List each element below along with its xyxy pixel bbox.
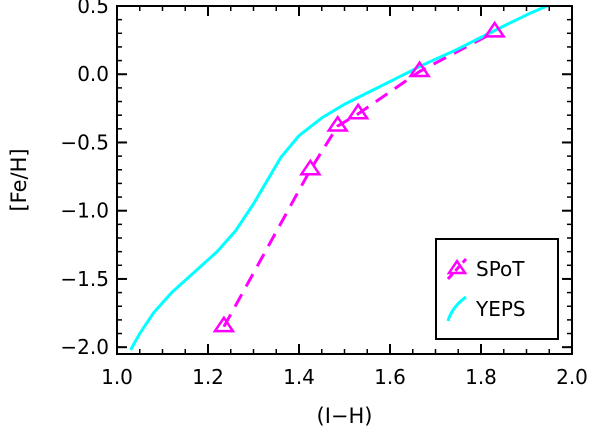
ticks-layer — [116, 5, 573, 354]
y-axis-label: [Fe/H] — [7, 148, 31, 211]
series-line-yeps — [129, 6, 548, 351]
tick-labels-layer: 1.0 1.2 1.4 1.6 1.8 2.0 0.5 0.0 −0.5 −1.0 −1.5 −2.0 — [60, 0, 587, 389]
y-tick-label: 0.5 — [77, 0, 109, 18]
y-tick-label: −1.0 — [60, 199, 109, 223]
x-tick-label: 1.8 — [465, 365, 497, 389]
series-marker-spot — [483, 20, 506, 38]
y-tick-label: 0.0 — [77, 62, 109, 86]
series-marker-spot — [299, 158, 322, 176]
legend-label-spot: SPoT — [476, 257, 525, 281]
y-tick-label: −0.5 — [60, 130, 109, 154]
x-tick-label: 1.6 — [374, 365, 406, 389]
series-line-spot — [222, 30, 496, 328]
legend-label-yeps: YEPS — [475, 297, 526, 321]
y-tick-label: −1.5 — [60, 267, 109, 291]
series-marker-spot — [326, 114, 350, 132]
x-tick-label: 2.0 — [556, 365, 588, 389]
legend: SPoT YEPS — [435, 238, 559, 340]
x-tick-label: 1.2 — [192, 365, 224, 389]
series-marker-spot — [408, 60, 431, 78]
x-tick-label: 1.4 — [283, 365, 315, 389]
legend-box — [435, 238, 559, 340]
legend-swatch-marker-spot — [446, 258, 468, 275]
series-marker-spot — [346, 102, 370, 120]
y-tick-label: −2.0 — [60, 335, 109, 359]
series-layer — [129, 6, 548, 351]
x-axis-label: (I−H) — [317, 404, 373, 428]
legend-swatch-line-spot — [446, 257, 468, 281]
x-tick-label: 1.0 — [101, 365, 133, 389]
series-marker-spot — [212, 315, 236, 333]
legend-swatch-line-yeps — [446, 295, 467, 322]
